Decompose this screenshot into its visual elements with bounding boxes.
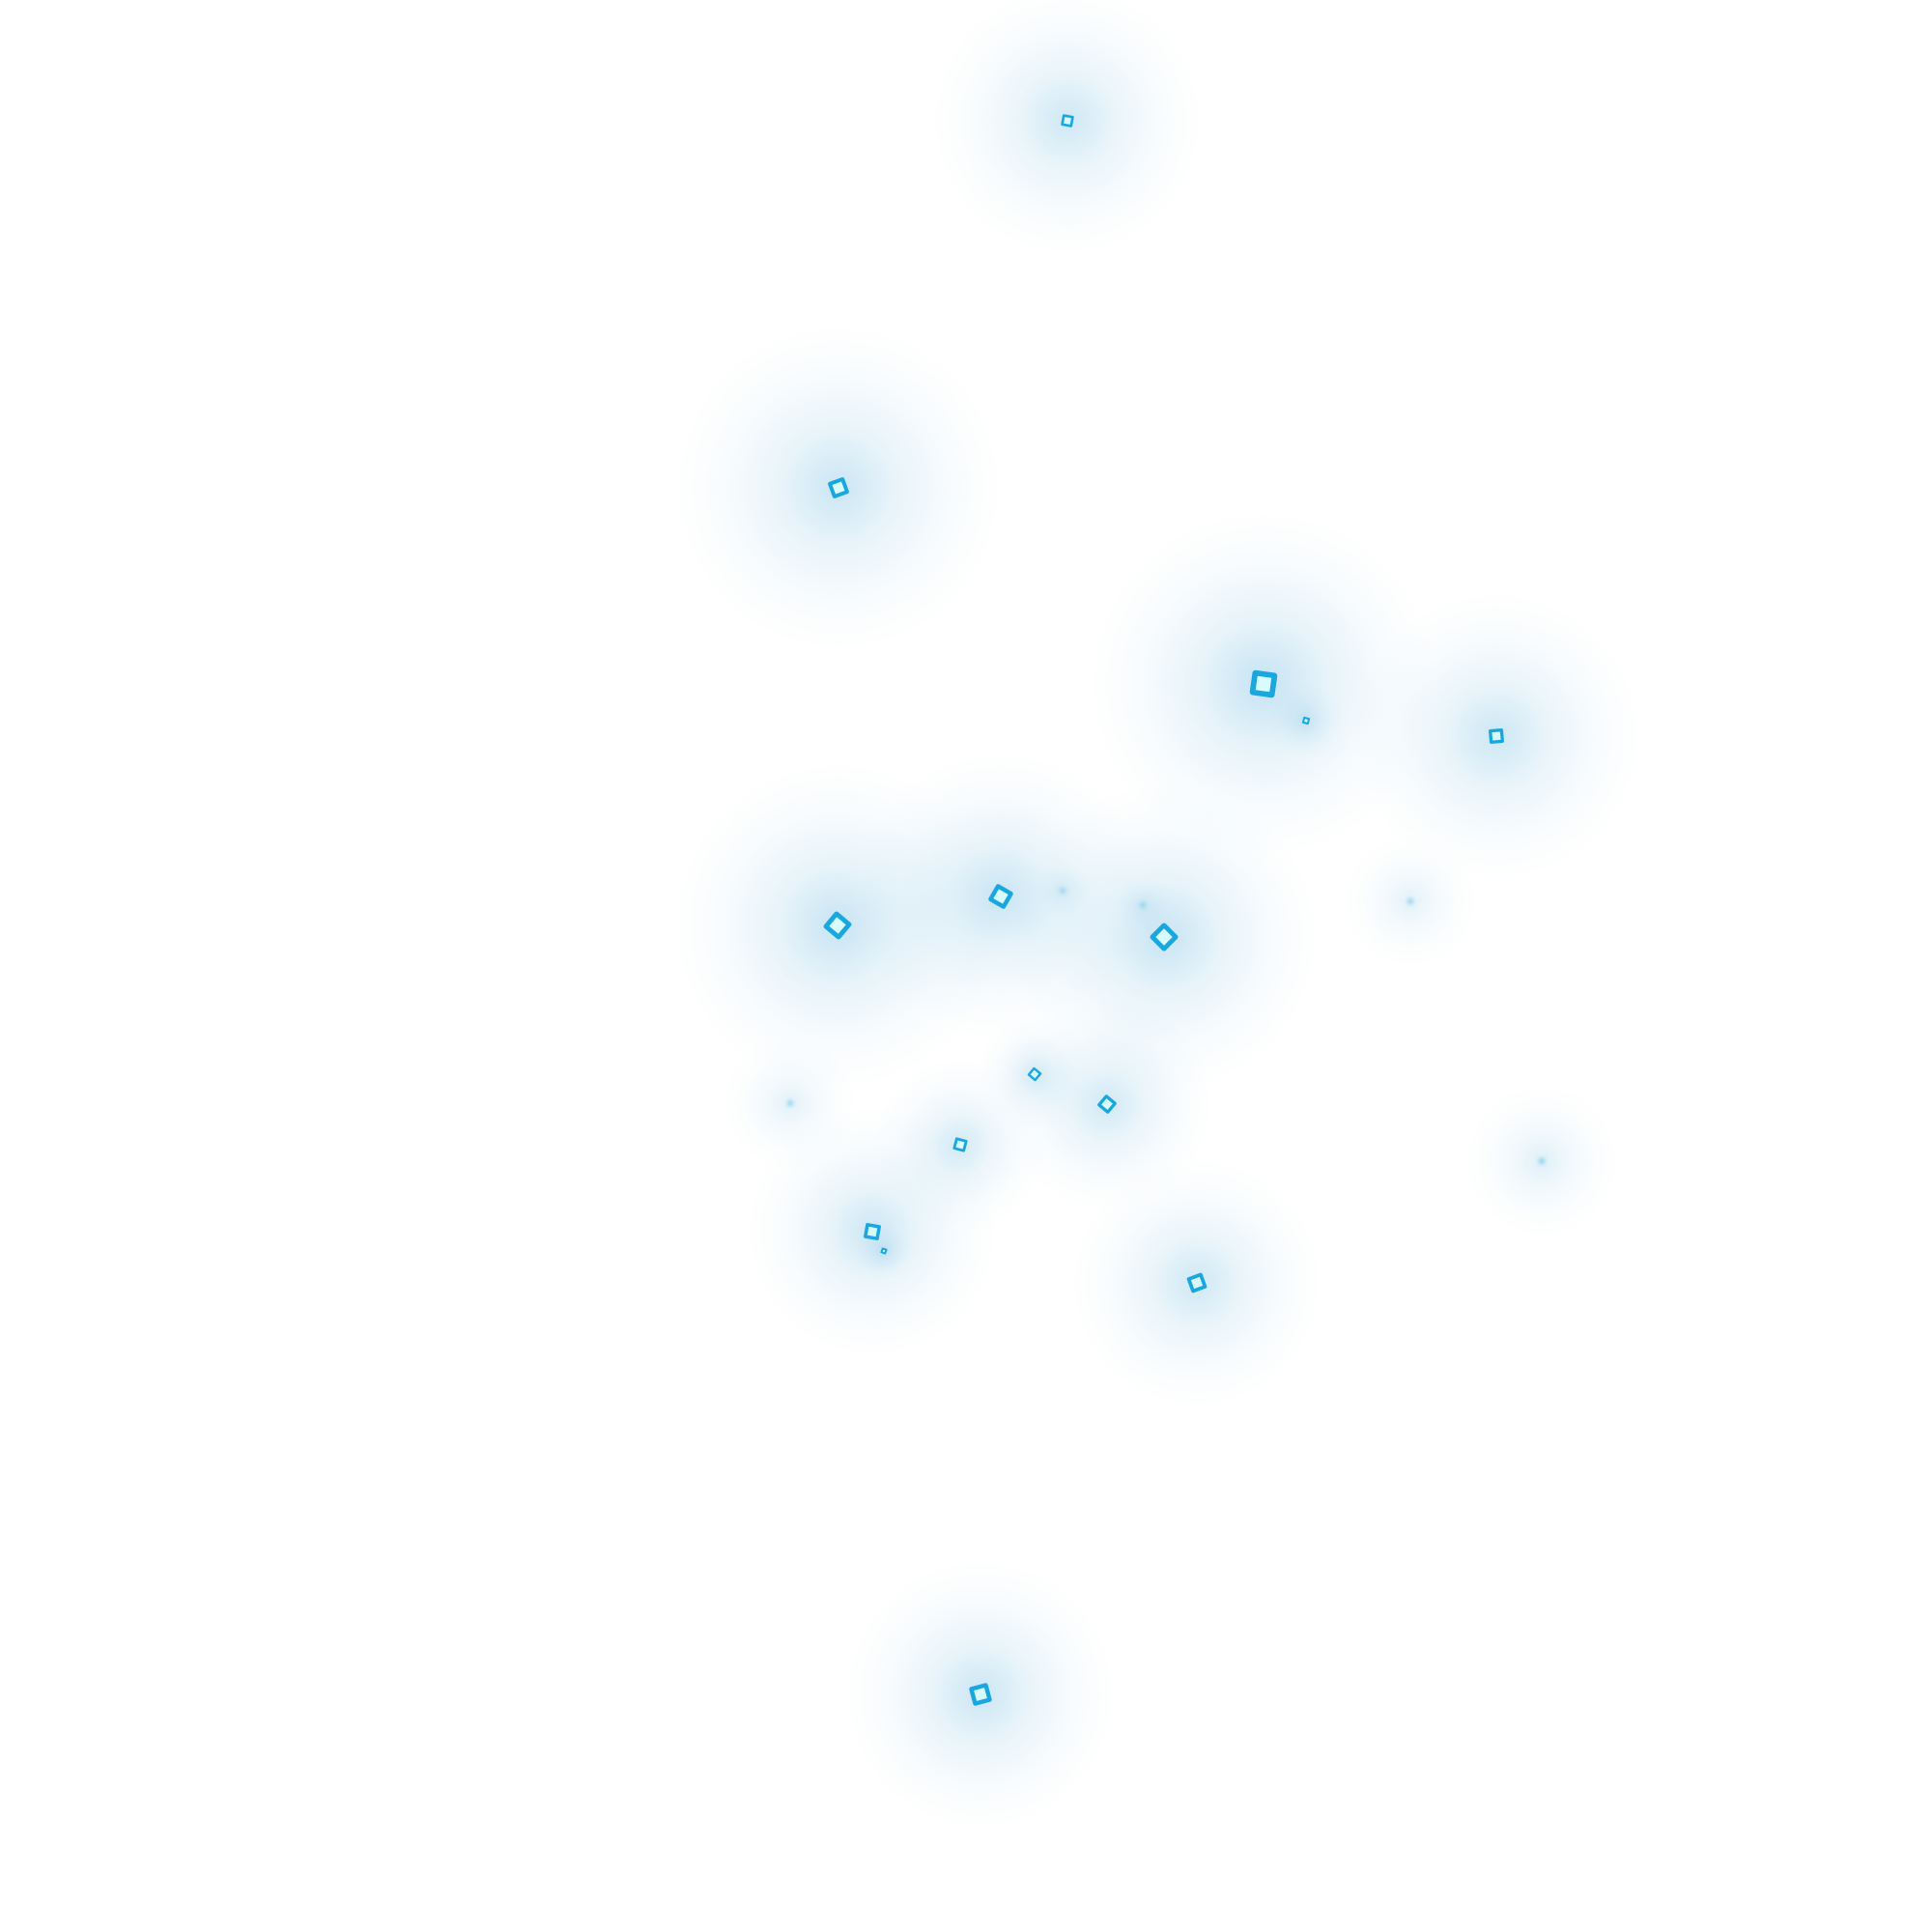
particle-core — [1190, 1276, 1204, 1290]
particle-core — [832, 481, 845, 495]
particle-core — [1060, 888, 1065, 894]
glowing-particle — [674, 324, 1003, 652]
glowing-particle — [1267, 682, 1345, 759]
particle-core — [974, 1688, 987, 1701]
glowing-particle — [932, 0, 1203, 256]
particle-core — [1101, 1098, 1113, 1110]
particle-core — [993, 889, 1009, 904]
glowing-particle — [1343, 834, 1478, 969]
glowing-particle — [1071, 1157, 1322, 1408]
particle-core — [1255, 675, 1272, 693]
glowing-particle — [1464, 1084, 1619, 1238]
glowing-particle — [1114, 876, 1172, 934]
particle-core — [1407, 898, 1413, 904]
particle-core — [787, 1100, 793, 1106]
particle-core — [1304, 719, 1308, 723]
glowing-particle — [845, 1559, 1116, 1830]
particle-core — [1539, 1158, 1545, 1164]
particle-core — [1064, 117, 1071, 125]
glowing-particle — [855, 1222, 913, 1280]
particle-core — [1492, 731, 1501, 741]
particle-core — [1140, 902, 1146, 908]
particle-core — [882, 1249, 886, 1253]
glowing-particle — [1351, 591, 1641, 881]
glowing-particle — [1090, 510, 1437, 858]
glowing-particle — [1034, 862, 1092, 920]
particle-glow — [932, 0, 1203, 256]
particle-core — [1155, 928, 1173, 946]
glowing-particle — [1001, 998, 1213, 1210]
particle-core — [829, 917, 846, 934]
